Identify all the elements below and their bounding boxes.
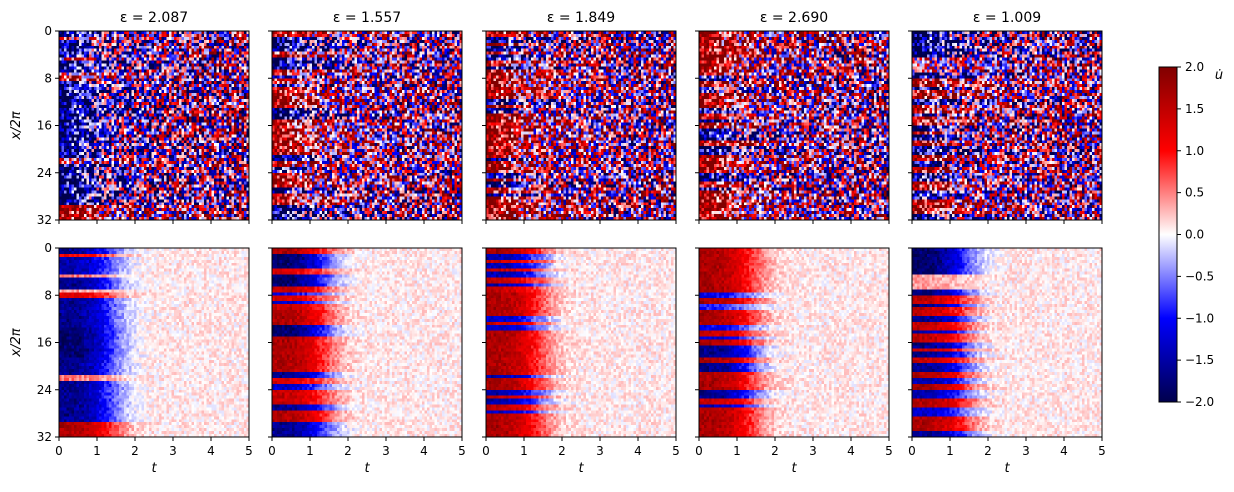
y-tick-label: 32 <box>37 430 52 444</box>
panel-title: ε = 1.557 <box>333 10 401 26</box>
y-tick-label: 24 <box>37 383 52 397</box>
x-tick-label: 1 <box>733 444 741 458</box>
heatmap-image <box>699 248 889 437</box>
heatmap-panel: 0 1 2 3 4 5 t <box>695 247 893 476</box>
colorbar-tick-label: 1.5 <box>1185 102 1204 116</box>
colorbar-tick-label: 0.0 <box>1185 228 1204 242</box>
y-axis-label: x/2π <box>9 111 24 140</box>
y-tick-label: 16 <box>37 119 52 133</box>
colorbar-tick-label: −1.0 <box>1185 311 1214 325</box>
colorbar-tick-label: −2.0 <box>1185 395 1214 409</box>
y-tick-label: 24 <box>37 166 52 180</box>
x-tick-label: 3 <box>1022 444 1030 458</box>
x-tick-label: 5 <box>1098 444 1106 458</box>
panel-title: ε = 2.690 <box>760 10 828 26</box>
heatmap-image <box>486 248 676 437</box>
heatmap-image <box>59 248 249 437</box>
heatmap-image <box>699 31 889 220</box>
colorbar-tick-label: 1.0 <box>1185 144 1204 158</box>
heatmap-panel <box>482 30 677 224</box>
y-tick-label: 0 <box>44 24 52 38</box>
heatmap-image <box>272 31 462 220</box>
x-axis-label: t <box>151 461 157 476</box>
heatmap-image <box>486 31 676 220</box>
panel-title: ε = 1.849 <box>547 10 615 26</box>
heatmap-image <box>272 248 462 437</box>
x-tick-label: 0 <box>908 444 916 458</box>
colorbar-tick-label: 0.5 <box>1185 186 1204 200</box>
heatmap-image <box>912 31 1102 220</box>
x-tick-label: 4 <box>1060 444 1068 458</box>
y-tick-label: 0 <box>44 241 52 255</box>
x-tick-label: 0 <box>482 444 490 458</box>
x-tick-label: 4 <box>207 444 215 458</box>
x-tick-label: 4 <box>634 444 642 458</box>
x-axis-label: t <box>364 461 370 476</box>
x-tick-label: 4 <box>847 444 855 458</box>
y-axis-label: x/2π <box>9 328 24 357</box>
x-tick-label: 0 <box>268 444 276 458</box>
x-tick-label: 1 <box>93 444 101 458</box>
x-tick-label: 5 <box>245 444 253 458</box>
x-tick-label: 5 <box>458 444 466 458</box>
x-tick-label: 2 <box>984 444 992 458</box>
x-tick-label: 3 <box>382 444 390 458</box>
x-tick-label: 2 <box>771 444 779 458</box>
x-tick-label: 3 <box>809 444 817 458</box>
y-tick-label: 8 <box>44 71 52 85</box>
heatmap-panel: 0 1 2 3 4 5 t <box>268 247 466 476</box>
x-tick-label: 0 <box>55 444 63 458</box>
colorbar: 2.0 1.5 1.0 0.5 0.0 −0.5 −1.0 −1.5 −2.0 u̇ <box>1158 60 1223 409</box>
colorbar-tick-label: −1.5 <box>1185 353 1214 367</box>
x-tick-label: 0 <box>695 444 703 458</box>
x-tick-label: 5 <box>885 444 893 458</box>
heatmap-panel: 0 1 2 3 4 5 t <box>908 247 1106 476</box>
heatmap-panel <box>908 30 1103 224</box>
heatmap-image <box>59 31 249 220</box>
colorbar-tick-label: −0.5 <box>1185 269 1214 283</box>
x-tick-label: 1 <box>946 444 954 458</box>
x-tick-label: 2 <box>344 444 352 458</box>
heatmap-panel <box>695 30 890 224</box>
x-axis-label: t <box>1004 461 1010 476</box>
panel-title: ε = 2.087 <box>120 10 188 26</box>
heatmap-panel: 0 1 2 3 4 5 t <box>482 247 680 476</box>
heatmap-panel: 0 8 16 24 32 x/2π <box>9 24 250 227</box>
x-tick-label: 3 <box>169 444 177 458</box>
x-tick-label: 4 <box>420 444 428 458</box>
heatmap-image <box>912 248 1102 437</box>
colorbar-gradient <box>1158 66 1178 403</box>
x-axis-label: t <box>578 461 584 476</box>
y-tick-label: 32 <box>37 213 52 227</box>
x-tick-label: 2 <box>131 444 139 458</box>
x-tick-label: 1 <box>520 444 528 458</box>
y-tick-label: 8 <box>44 288 52 302</box>
x-tick-label: 3 <box>596 444 604 458</box>
colorbar-label: u̇ <box>1215 68 1223 83</box>
y-tick-label: 16 <box>37 336 52 350</box>
x-tick-label: 5 <box>672 444 680 458</box>
heatmap-panel: 0 1 2 3 4 5 0 8 16 24 32 t x/2π <box>9 241 253 476</box>
heatmap-panel <box>268 30 463 224</box>
panel-title: ε = 1.009 <box>973 10 1041 26</box>
x-tick-label: 2 <box>558 444 566 458</box>
colorbar-tick-label: 2.0 <box>1185 60 1204 74</box>
x-tick-label: 1 <box>306 444 314 458</box>
x-axis-label: t <box>791 461 797 476</box>
